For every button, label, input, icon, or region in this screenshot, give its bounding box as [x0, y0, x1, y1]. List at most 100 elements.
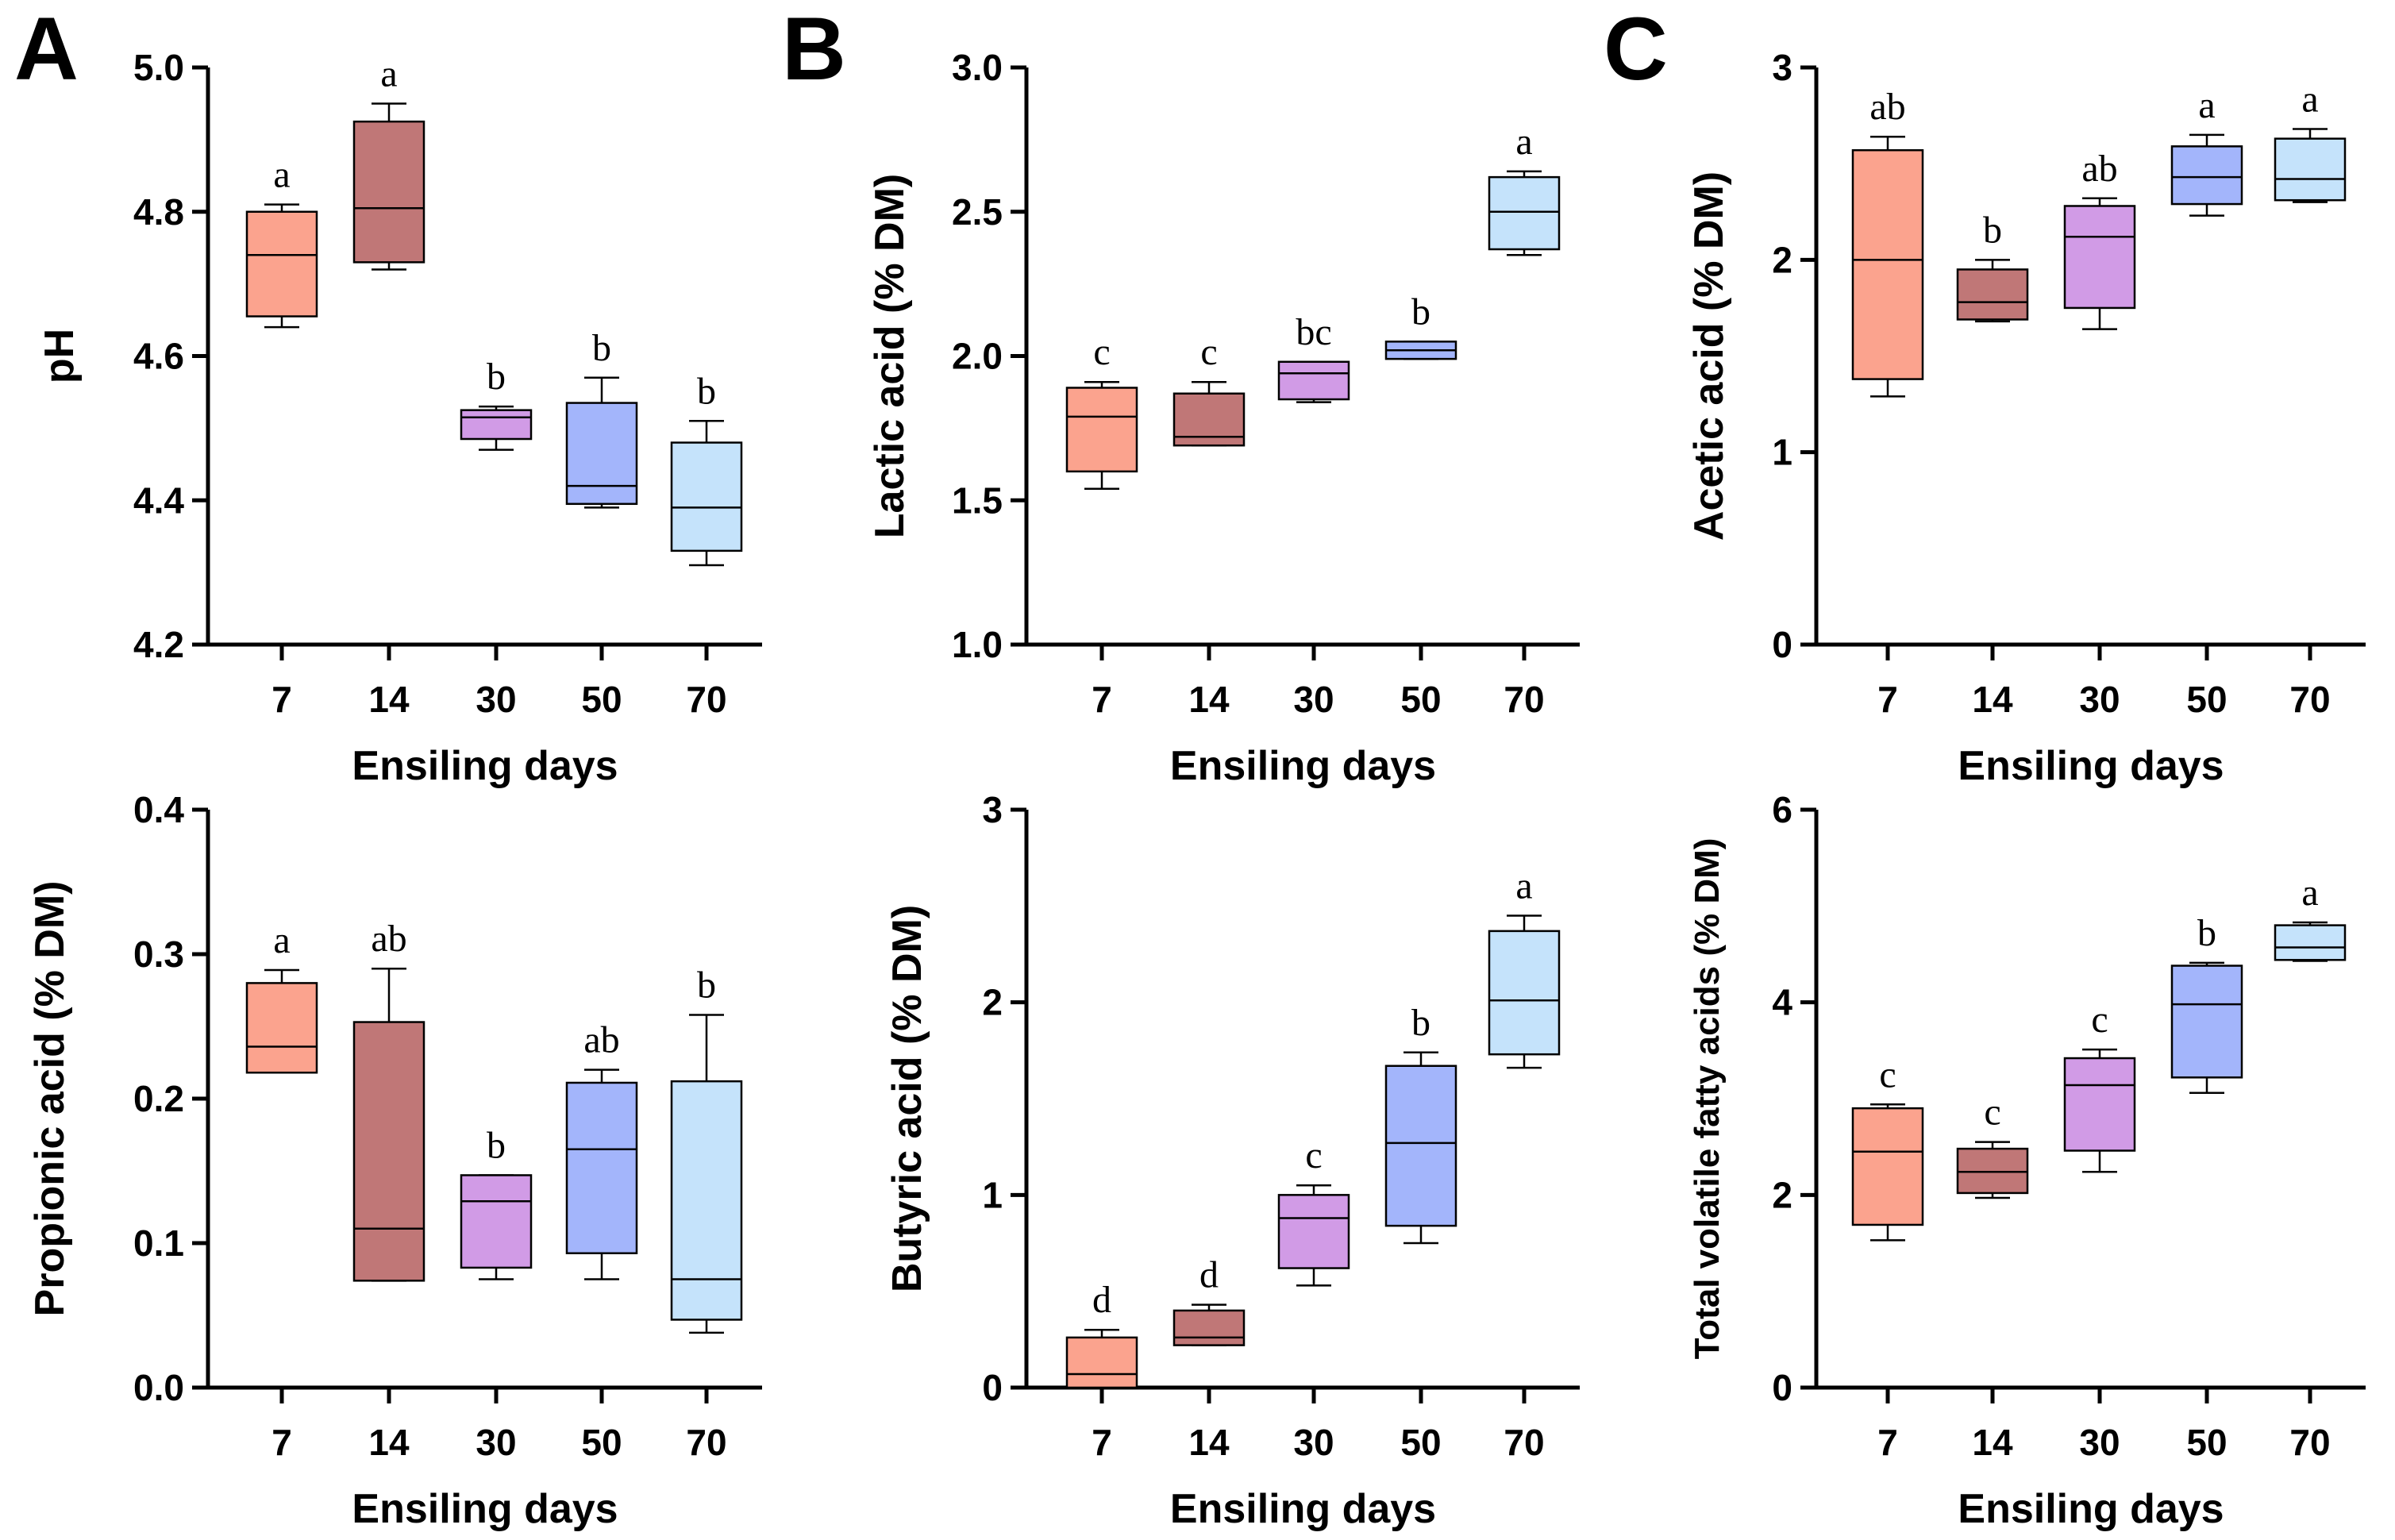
total-vfa-chart: 0 2 4 6 7 14 30 50 70 Ensiling days Total volatile…: [1688, 789, 2366, 1532]
y-tick-label: 2: [1772, 1174, 1792, 1215]
box-14: ab: [352, 918, 425, 1282]
y-tick-label: 0.3: [133, 934, 184, 975]
box-70: b: [670, 370, 743, 567]
significance-letter: ab: [1869, 86, 1905, 128]
iqr-box: [1277, 1194, 1350, 1269]
x-tick-label: 70: [686, 679, 726, 720]
x-tick-label: 30: [1293, 1422, 1334, 1463]
iqr-box: [1277, 360, 1350, 401]
butyric-acid-chart: 0 1 2 3 7 14 30 50 70 Ensiling days Butyric acid (…: [884, 789, 1580, 1532]
significance-letter: b: [697, 370, 716, 412]
iqr-box: [2170, 964, 2243, 1079]
panel-letter-a: A: [14, 0, 79, 98]
y-tick-label: 4.4: [133, 479, 184, 521]
box-70: a: [2274, 79, 2347, 203]
significance-letter: c: [1984, 1091, 2000, 1134]
x-tick-label: 7: [271, 679, 292, 720]
significance-letter: a: [2301, 79, 2318, 121]
x-tick-label: 70: [2289, 679, 2330, 720]
box-30: c: [1277, 1134, 1350, 1287]
x-tick-label: 14: [1188, 679, 1230, 720]
iqr-box: [460, 409, 533, 441]
x-tick-label: 7: [1877, 679, 1898, 720]
significance-letter: b: [487, 1124, 506, 1166]
box-7: d: [1065, 1279, 1138, 1389]
iqr-box: [2170, 145, 2243, 206]
box-7: a: [245, 919, 318, 1074]
x-tick-label: 30: [1293, 679, 1334, 720]
box-7: a: [245, 154, 318, 329]
x-tick-label: 14: [368, 679, 410, 720]
y-tick-label: 0.0: [133, 1367, 184, 1408]
x-tick-label: 70: [1504, 1422, 1544, 1463]
y-axis-title: Lactic acid (% DM): [867, 174, 913, 538]
x-axis-title: Ensiling days: [1958, 743, 2224, 789]
propionic-acid-chart: 0.0 0.1 0.2 0.3 0.4 7 14 30 50 70 Ensiling days Pro…: [27, 789, 762, 1532]
y-tick-label: 1: [982, 1174, 1003, 1215]
iqr-box: [1172, 1309, 1246, 1346]
box-30: b: [460, 356, 533, 451]
significance-letter: b: [487, 356, 506, 398]
x-tick-label: 50: [1400, 1422, 1441, 1463]
significance-letter: ab: [583, 1019, 619, 1061]
y-axis-title: pH: [37, 329, 83, 383]
iqr-box: [460, 1174, 533, 1269]
x-tick-label: 50: [1400, 679, 1441, 720]
significance-letter: a: [273, 919, 290, 961]
significance-letter: b: [1983, 209, 2002, 251]
y-tick-label: 5.0: [133, 47, 184, 88]
significance-letter: b: [1411, 291, 1430, 333]
y-tick-label: 4.6: [133, 336, 184, 377]
x-tick-label: 70: [2289, 1422, 2330, 1463]
significance-letter: a: [2301, 872, 2318, 914]
x-tick-label: 30: [476, 679, 516, 720]
x-tick-label: 7: [1092, 679, 1112, 720]
y-tick-label: 2.5: [952, 191, 1003, 233]
significance-letter: b: [1411, 1002, 1430, 1044]
iqr-box: [2063, 1057, 2136, 1152]
x-tick-label: 30: [2079, 1422, 2120, 1463]
box-7: c: [1065, 331, 1138, 490]
x-tick-label: 50: [2186, 1422, 2227, 1463]
significance-letter: c: [1879, 1053, 1896, 1095]
y-tick-label: 6: [1772, 789, 1792, 830]
iqr-box: [1851, 148, 1924, 380]
iqr-box: [1851, 1107, 1924, 1226]
box-30: b: [460, 1124, 533, 1280]
iqr-box: [1384, 1065, 1457, 1227]
x-tick-label: 30: [476, 1422, 516, 1463]
x-tick-label: 50: [581, 679, 622, 720]
iqr-box: [352, 1021, 425, 1282]
x-tick-label: 30: [2079, 679, 2120, 720]
iqr-box: [2274, 137, 2347, 202]
significance-letter: d: [1092, 1279, 1111, 1321]
y-tick-label: 2.0: [952, 336, 1003, 377]
x-tick-label: 14: [1188, 1422, 1230, 1463]
iqr-box: [565, 402, 638, 506]
significance-letter: c: [1093, 331, 1110, 373]
box-70: a: [1488, 864, 1561, 1069]
significance-letter: b: [2197, 912, 2216, 954]
box-30: c: [2063, 999, 2136, 1173]
x-tick-label: 70: [1504, 679, 1544, 720]
significance-letter: a: [2198, 84, 2215, 126]
iqr-box: [1956, 268, 2029, 321]
iqr-box: [1065, 1336, 1138, 1389]
x-tick-label: 7: [1877, 1422, 1898, 1463]
y-axis-title: Acetic acid (% DM): [1686, 171, 1732, 541]
significance-letter: c: [1305, 1134, 1322, 1176]
iqr-box: [352, 120, 425, 264]
x-tick-label: 7: [271, 1422, 292, 1463]
significance-letter: b: [592, 327, 611, 369]
x-tick-label: 50: [2186, 679, 2227, 720]
box-50: b: [565, 327, 638, 509]
y-axis-title: Butyric acid (% DM): [884, 905, 930, 1292]
y-axis-title: Propionic acid (% DM): [27, 881, 73, 1317]
iqr-box: [1488, 930, 1561, 1056]
panel-letter-c: C: [1604, 0, 1668, 98]
iqr-box: [245, 982, 318, 1074]
x-tick-label: 70: [686, 1422, 726, 1463]
y-tick-label: 1.5: [952, 479, 1003, 521]
box-70: a: [2274, 872, 2347, 962]
